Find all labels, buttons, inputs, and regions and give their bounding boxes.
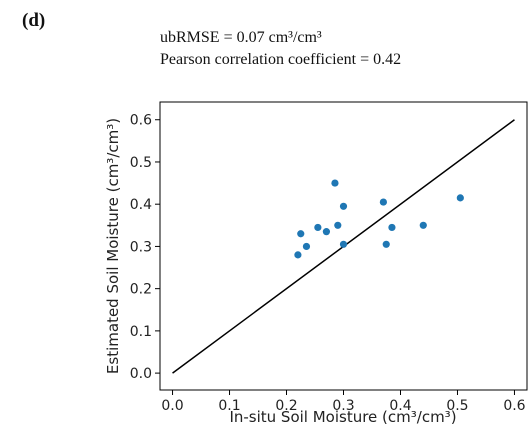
annotation: Pearson correlation coefficient = 0.42 (160, 51, 401, 68)
point (419, 221, 427, 229)
point (339, 240, 348, 248)
x-tick-label: 0.6 (503, 398, 525, 414)
y-tick-label: 0.4 (130, 197, 152, 213)
point (339, 202, 348, 210)
x-tick-label: 0.3 (332, 398, 354, 414)
y-tick-label: 0.3 (130, 239, 152, 255)
x-tick-label: 0.0 (161, 398, 183, 414)
point (388, 223, 396, 232)
point (314, 223, 322, 232)
point (331, 179, 339, 187)
y-tick-label: 0.5 (130, 155, 152, 171)
annotation: ubRMSE = 0.07 cm³/cm³ (160, 29, 322, 46)
point (297, 230, 305, 238)
point (456, 194, 464, 202)
point (379, 198, 387, 206)
x-tick-label: 0.2 (275, 398, 297, 414)
panel-label: (d) (22, 10, 45, 31)
x-axis-label: In-situ Soil Moisture (cm³/cm³) (229, 408, 456, 426)
point (334, 221, 342, 229)
point (322, 228, 331, 236)
x-tick-label: 0.5 (446, 398, 468, 414)
y-tick-label: 0.0 (130, 366, 152, 382)
y-tick-label: 0.1 (130, 324, 152, 340)
x-tick-label: 0.1 (218, 398, 240, 414)
x-tick-label: 0.4 (389, 398, 411, 414)
point (302, 242, 311, 251)
point (294, 251, 302, 259)
y-axis-label: Estimated Soil Moisture (cm³/cm³) (104, 118, 122, 374)
y-tick-label: 0.6 (130, 113, 152, 129)
y-tick-label: 0.2 (130, 282, 152, 298)
point (382, 240, 390, 248)
